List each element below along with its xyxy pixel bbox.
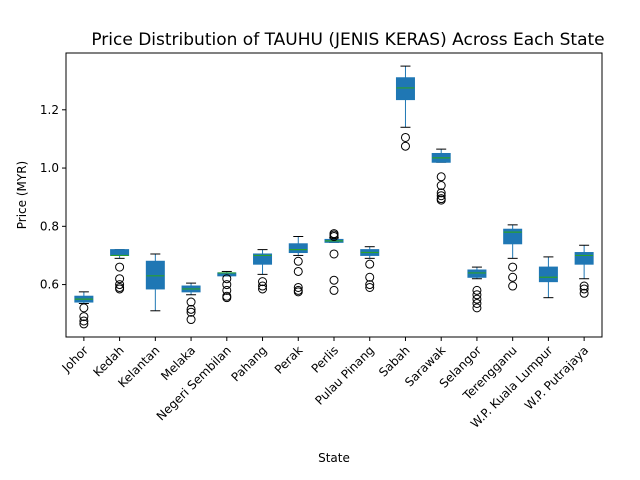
- box-group: [288, 236, 308, 297]
- box: [253, 253, 273, 265]
- outlier-point: [579, 288, 589, 298]
- box-group: [110, 249, 130, 294]
- outlier-point: [79, 316, 89, 326]
- outlier-point: [222, 280, 232, 290]
- outlier-point: [365, 282, 375, 292]
- x-tick-label: Pahang: [228, 343, 269, 384]
- outlier-point: [436, 195, 446, 205]
- chart-title: Price Distribution of TAUHU (JENIS KERAS…: [91, 30, 604, 50]
- outlier-point: [293, 287, 303, 297]
- outlier-point: [186, 315, 196, 325]
- box: [145, 260, 165, 290]
- outlier-point: [79, 312, 89, 322]
- outlier-point: [258, 277, 268, 287]
- x-tick-label: Perlis: [309, 343, 342, 376]
- outlier-point: [115, 284, 125, 294]
- y-axis: 0.6 0.8 1.0 1.2: [40, 103, 66, 292]
- outlier-point: [293, 282, 303, 292]
- outlier-point: [436, 172, 446, 182]
- outlier-point: [258, 284, 268, 294]
- outlier-point: [400, 141, 410, 151]
- outlier-point: [472, 294, 482, 304]
- outlier-point: [436, 181, 446, 191]
- outlier-point: [293, 266, 303, 276]
- box-group: [431, 148, 451, 205]
- y-tick-label: 0.6: [40, 278, 59, 292]
- outlier-point: [436, 188, 446, 198]
- box-group: [217, 270, 237, 303]
- outlier-point: [79, 303, 89, 313]
- y-tick-label: 1.0: [40, 161, 59, 175]
- outlier-point: [222, 274, 232, 284]
- y-tick-label: 0.8: [40, 219, 59, 233]
- outlier-point: [472, 299, 482, 309]
- x-axis-label: State: [318, 451, 350, 465]
- outlier-point: [186, 307, 196, 317]
- outlier-point: [365, 272, 375, 282]
- box: [503, 228, 523, 245]
- outlier-point: [579, 281, 589, 291]
- outlier-point: [472, 303, 482, 313]
- outlier-point: [79, 319, 89, 329]
- outlier-point: [329, 275, 339, 285]
- y-axis-label: Price (MYR): [15, 161, 29, 229]
- outlier-point: [115, 280, 125, 290]
- outlier-point: [222, 293, 232, 303]
- outlier-point: [186, 297, 196, 307]
- outlier-point: [365, 259, 375, 269]
- outlier-point: [329, 232, 339, 242]
- outlier-point: [222, 285, 232, 295]
- box-group: [145, 253, 165, 312]
- outlier-point: [365, 280, 375, 290]
- box-group: [503, 224, 523, 291]
- outlier-point: [579, 284, 589, 294]
- outlier-point: [115, 262, 125, 272]
- outlier-point: [508, 272, 518, 282]
- outlier-point: [186, 304, 196, 314]
- plot-area: [74, 65, 594, 329]
- outlier-point: [436, 191, 446, 201]
- box-group: [467, 266, 487, 313]
- box-group: [74, 291, 94, 329]
- box-group: [253, 249, 273, 294]
- outlier-point: [508, 281, 518, 291]
- y-tick-label: 1.2: [40, 103, 59, 117]
- outlier-point: [115, 274, 125, 284]
- outlier-point: [400, 132, 410, 142]
- box: [467, 269, 487, 278]
- outlier-point: [258, 281, 268, 291]
- box: [574, 252, 594, 265]
- outlier-point: [508, 262, 518, 272]
- box-group: [181, 282, 201, 325]
- box: [288, 243, 308, 254]
- box: [538, 266, 558, 283]
- outlier-point: [329, 285, 339, 295]
- box: [110, 249, 130, 256]
- outlier-point: [472, 285, 482, 295]
- x-tick-label: Perak: [272, 343, 306, 377]
- x-tick-label: W.P. Putrajaya: [522, 343, 591, 412]
- outlier-point: [329, 249, 339, 259]
- outlier-point: [293, 256, 303, 266]
- box: [395, 77, 415, 101]
- x-tick-label: Johor: [59, 343, 91, 375]
- box-group: [574, 244, 594, 298]
- outlier-point: [472, 290, 482, 300]
- box-group: [395, 65, 415, 151]
- box-group: [538, 256, 558, 299]
- box-group: [360, 246, 380, 292]
- box-group: [324, 229, 344, 295]
